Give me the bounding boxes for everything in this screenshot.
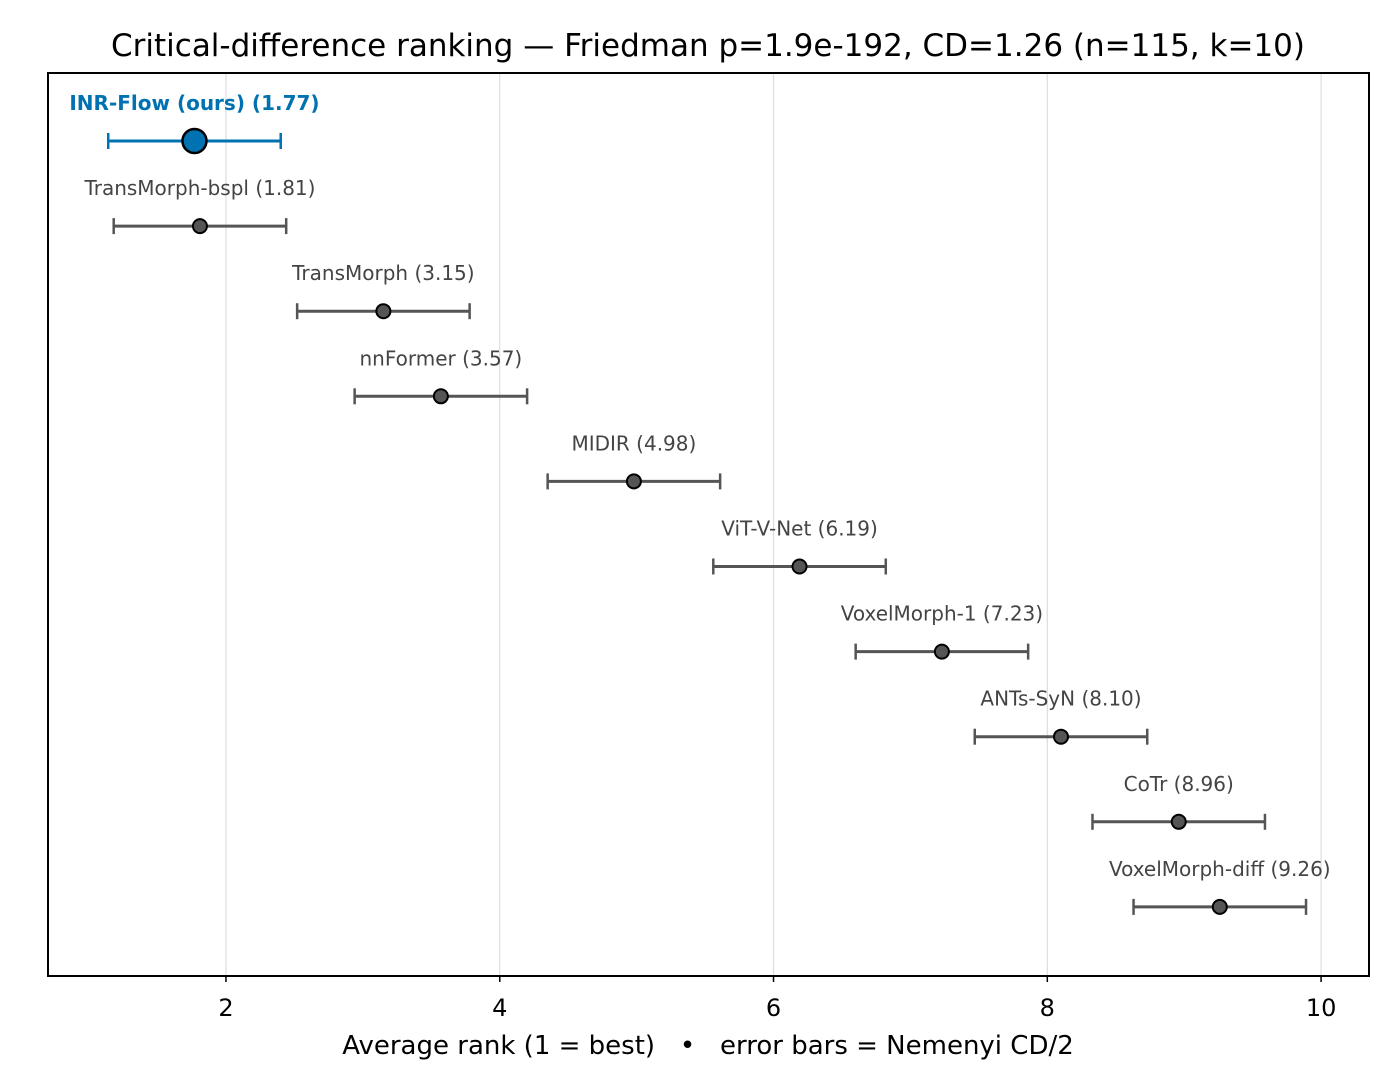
rank-points: INR-Flow (ours) (1.77) TransMorph-bspl (1… — [69, 91, 1331, 915]
x-tick-label: 6 — [766, 994, 781, 1022]
method-row: nnFormer (3.57) — [353, 346, 529, 405]
method-row: CoTr (8.96) — [1091, 772, 1267, 830]
method-label: TransMorph (3.15) — [291, 261, 474, 285]
method-row: VoxelMorph-diff (9.26) — [1109, 857, 1331, 915]
rank-point — [1211, 898, 1228, 915]
method-label: nnFormer (3.57) — [359, 346, 522, 370]
rank-point — [181, 127, 208, 155]
method-row: ANTs-SyN (8.10) — [973, 687, 1149, 745]
rank-point — [933, 643, 950, 660]
method-label: INR-Flow (ours) (1.77) — [69, 91, 319, 115]
method-label: CoTr (8.96) — [1124, 772, 1234, 796]
method-label: VoxelMorph-1 (7.23) — [841, 602, 1043, 626]
method-row: TransMorph (3.15) — [291, 261, 475, 320]
grid-lines — [225, 73, 1322, 976]
rank-point — [1170, 813, 1187, 830]
rank-point — [375, 303, 392, 320]
method-row: VoxelMorph-1 (7.23) — [841, 602, 1043, 660]
x-axis-ticks: 2 4 6 8 10 — [218, 976, 1336, 1022]
x-axis-label: Average rank (1 = best) • error bars = N… — [342, 1031, 1074, 1061]
method-row: INR-Flow (ours) (1.77) — [69, 91, 320, 155]
x-tick-label: 8 — [1040, 994, 1055, 1022]
plot-frame — [47, 72, 1370, 977]
x-tick-label: 4 — [492, 994, 507, 1022]
method-label: TransMorph-bspl (1.81) — [83, 176, 315, 200]
x-tick-label: 2 — [218, 994, 233, 1022]
rank-point — [791, 558, 808, 575]
method-row: MIDIR (4.98) — [546, 431, 722, 490]
rank-point — [432, 388, 449, 405]
method-row: TransMorph-bspl (1.81) — [83, 176, 315, 235]
rank-point — [191, 218, 208, 235]
rank-point — [625, 473, 642, 490]
method-label: VoxelMorph-diff (9.26) — [1109, 857, 1331, 881]
x-tick-label: 10 — [1306, 994, 1337, 1022]
method-label: ViT-V-Net (6.19) — [721, 517, 878, 541]
rank-point — [1052, 728, 1069, 745]
chart-title: Critical-difference ranking — Friedman p… — [111, 28, 1305, 64]
method-row: ViT-V-Net (6.19) — [712, 517, 888, 575]
method-label: ANTs-SyN (8.10) — [980, 687, 1141, 711]
method-label: MIDIR (4.98) — [571, 431, 696, 455]
